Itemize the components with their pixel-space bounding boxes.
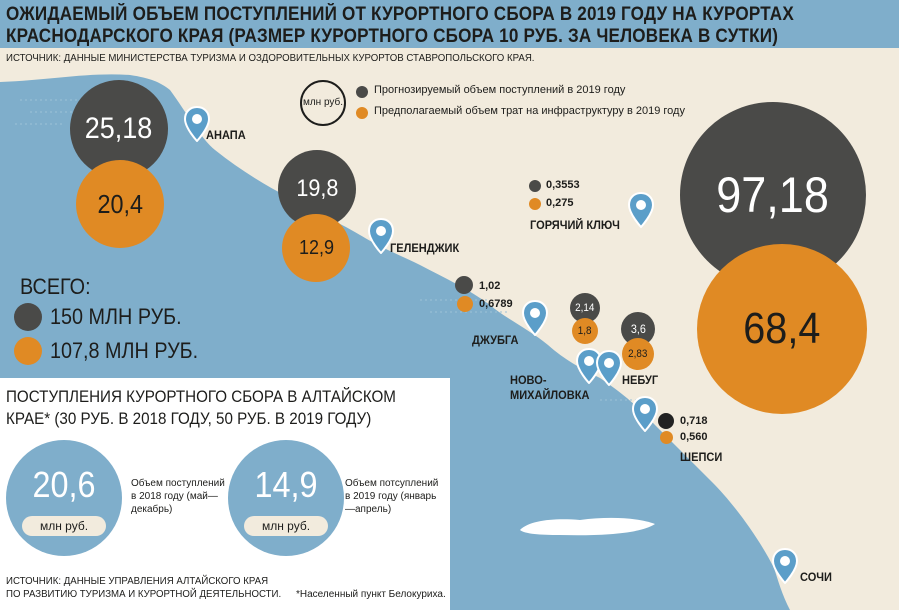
page-title: ОЖИДАЕМЫЙ ОБЪЕМ ПОСТУПЛЕНИЙ ОТ КУРОРТНОГ…	[6, 4, 794, 47]
goryachy-label: ГОРЯЧИЙ КЛЮЧ	[530, 218, 620, 232]
gelendzhik-pin-icon	[368, 218, 394, 254]
altai-2019-desc: Объем потсуплений в 2019 году (январь—ап…	[345, 478, 439, 515]
anapa-planned-bubble: 20,4	[76, 160, 164, 248]
totals-planned-row: 107,8 МЛН РУБ.	[14, 337, 215, 365]
novo-planned-bubble: 1,8	[572, 318, 598, 344]
gelendzhik-planned-bubble: 12,9	[282, 214, 350, 282]
goryachy-planned-dot	[529, 198, 541, 210]
altai-2018-desc: Объем поступлений в 2018 году (май—декаб…	[131, 478, 225, 515]
dzhubga-label: ДЖУБГА	[472, 333, 519, 347]
novo-label-line2: МИХАЙЛОВКА	[510, 388, 590, 402]
totals-forecast-row: 150 МЛН РУБ.	[14, 303, 196, 331]
dzhubga-forecast-dot	[455, 276, 473, 294]
altai-2018-value: 20,6	[32, 464, 96, 505]
gelendzhik-label: ГЕЛЕНДЖИК	[390, 241, 460, 255]
anapa-label: АНАПА	[206, 128, 246, 142]
source-note: ИСТОЧНИК: ДАННЫЕ МИНИСТЕРСТВА ТУРИЗМА И …	[6, 52, 535, 64]
sea-dots	[15, 99, 650, 401]
shepsi-label: ШЕПСИ	[680, 450, 723, 464]
legend-planned-swatch	[356, 107, 368, 119]
altai-footnote: *Населенный пункт Белокуриха.	[296, 589, 446, 600]
cloud	[520, 517, 655, 536]
altai-source: ИСТОЧНИК: ДАННЫЕ УПРАВЛЕНИЯ АЛТАЙСКОГО К…	[6, 575, 282, 600]
novo-label-line1: НОВО-	[510, 373, 547, 387]
altai-2018-circle	[6, 440, 122, 556]
legend-planned-label: Предполагаемый объем трат на инфраструкт…	[374, 105, 685, 117]
sochi-pin-icon	[772, 548, 798, 584]
totals-planned-value: 107,8 МЛН РУБ.	[50, 338, 199, 363]
nebug-label: НЕБУГ	[622, 373, 659, 387]
goryachy-planned-value: 0,275	[546, 197, 574, 209]
unit-label: млн руб.	[302, 97, 344, 108]
altai-title: ПОСТУПЛЕНИЯ КУРОРТНОГО СБОРА В АЛТАЙСКОМ…	[6, 388, 396, 428]
dzhubga-forecast-value: 1,02	[479, 280, 501, 292]
totals-forecast-swatch	[14, 303, 42, 331]
dzhubga-pin-icon	[522, 300, 548, 336]
goryachy-forecast-dot	[529, 180, 541, 192]
altai-2018-unit: млн руб.	[22, 516, 106, 536]
shepsi-forecast-value: 0,718	[680, 415, 708, 427]
goryachy-forecast-value: 0,3553	[546, 179, 580, 191]
sochi-label: СОЧИ	[800, 570, 832, 584]
shepsi-planned-value: 0,560	[680, 431, 708, 443]
shepsi-pin-icon	[632, 396, 658, 432]
nebug-forecast-bubble: 3,6	[621, 312, 655, 346]
dzhubga-planned-dot	[457, 296, 473, 312]
goryachy-pin-icon	[628, 192, 654, 228]
anapa-pin-icon	[184, 106, 210, 142]
shepsi-planned-dot	[660, 431, 673, 444]
totals-forecast-value: 150 МЛН РУБ.	[50, 304, 182, 329]
land-area	[0, 48, 899, 610]
nebug-planned-bubble: 2,83	[622, 338, 654, 370]
legend-forecast-swatch	[356, 86, 368, 98]
altai-2019-circle	[228, 440, 344, 556]
legend-forecast-label: Прогнозируемый объем поступлений в 2019 …	[374, 84, 626, 96]
nebug-pin-icon	[596, 350, 622, 386]
sochi-planned-bubble: 68,4	[697, 244, 867, 414]
altai-2019-value: 14,9	[254, 464, 318, 505]
totals-label: ВСЕГО:	[20, 274, 91, 299]
altai-2019-unit: млн руб.	[244, 516, 328, 536]
unit-badge: млн руб.	[300, 80, 346, 126]
totals-planned-swatch	[14, 337, 42, 365]
shepsi-forecast-dot	[658, 413, 674, 429]
dzhubga-planned-value: 0,6789	[479, 298, 513, 310]
